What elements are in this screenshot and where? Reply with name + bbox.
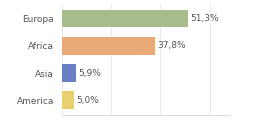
Bar — [62, 10, 188, 27]
Text: 37,8%: 37,8% — [157, 41, 186, 50]
Bar — [62, 64, 76, 82]
Text: 5,0%: 5,0% — [76, 96, 99, 105]
Text: 51,3%: 51,3% — [190, 14, 219, 23]
Text: 5,9%: 5,9% — [78, 69, 101, 78]
Bar — [62, 37, 155, 55]
Bar — [62, 91, 74, 109]
